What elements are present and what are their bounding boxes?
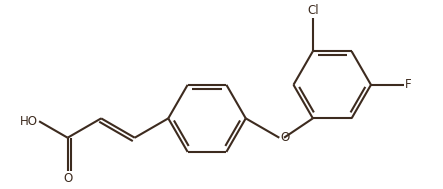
Text: Cl: Cl bbox=[307, 4, 319, 17]
Text: O: O bbox=[280, 131, 290, 144]
Text: HO: HO bbox=[20, 115, 38, 128]
Text: F: F bbox=[405, 78, 412, 91]
Text: O: O bbox=[63, 172, 72, 185]
